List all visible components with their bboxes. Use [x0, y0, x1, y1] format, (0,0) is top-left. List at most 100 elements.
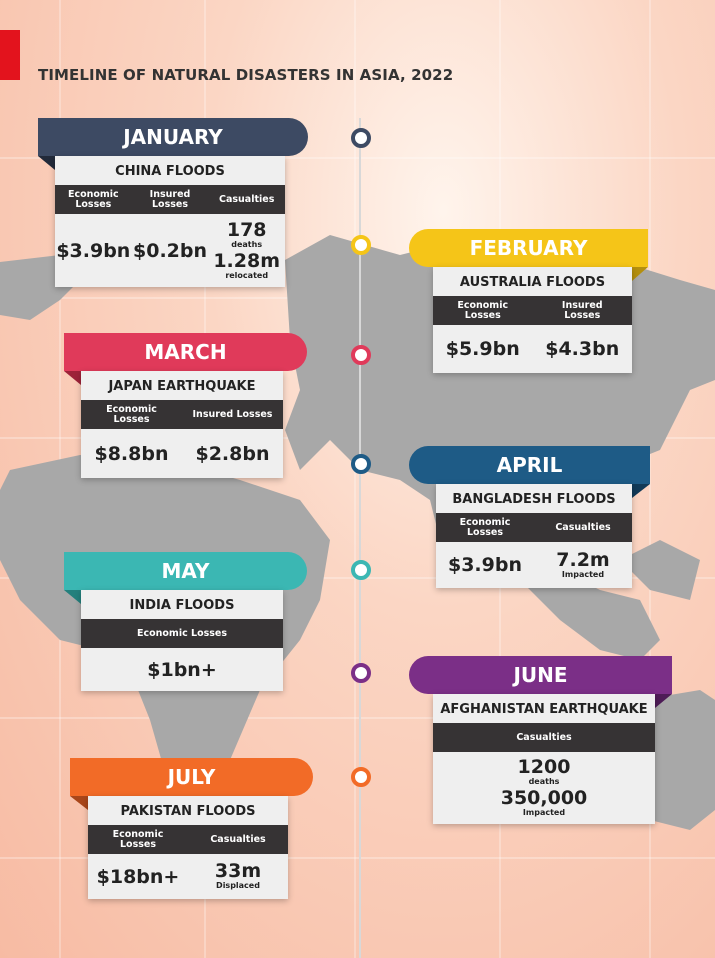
value: $8.8bn	[94, 442, 169, 465]
event-title: AUSTRALIA FLOODS	[459, 275, 606, 290]
value-cell: $0.2bn	[132, 241, 209, 261]
value: 1.28m	[213, 249, 281, 272]
value-note: Impacted	[561, 569, 605, 579]
timeline-dot	[351, 235, 371, 255]
event-title: AFGHANISTAN EARTHQUAKE	[440, 702, 648, 717]
event-card: JAPAN EARTHQUAKE Economic Losses Insured L…	[81, 371, 283, 478]
value-note: Impacted	[522, 808, 566, 817]
header-row: Economic Losses Insured Losses	[81, 400, 283, 429]
page-title: TIMELINE OF NATURAL DISASTERS IN ASIA, 2…	[38, 66, 454, 84]
month-banner: JUNE	[409, 656, 672, 694]
value-cell: $4.3bn	[533, 339, 633, 359]
banner-fold	[632, 484, 650, 498]
value-row: $8.8bn $2.8bn	[81, 429, 283, 478]
value: $3.9bn	[447, 554, 522, 576]
header-row: Economic Losses	[81, 619, 283, 648]
header-row: Economic Losses Insured Losses Casualties	[55, 185, 285, 214]
event-title: CHINA FLOODS	[115, 164, 225, 179]
month-banner: JULY	[70, 758, 313, 796]
value: $18bn+	[96, 865, 180, 888]
value-cell: $3.9bn	[55, 241, 132, 261]
event-title: INDIA FLOODS	[129, 598, 235, 613]
value-cell: 7.2m Impacted	[534, 550, 632, 581]
header-row: Casualties	[433, 723, 655, 752]
month-banner: MAY	[64, 552, 307, 590]
value: $2.8bn	[195, 442, 270, 465]
value: 33m	[214, 860, 262, 882]
banner-fold	[655, 694, 672, 708]
header-row: Economic Losses Insured Losses	[433, 296, 632, 325]
value-row: $3.9bn $0.2bn 178 deaths 1.28m relocated	[55, 214, 285, 287]
event-card: BANGLADESH FLOODS Economic Losses Casualti…	[436, 484, 632, 588]
value-cell: $2.8bn	[182, 444, 283, 464]
value-cell: 178 deaths 1.28m relocated	[208, 220, 285, 282]
value-note: deaths	[231, 239, 263, 249]
value: 1200	[517, 756, 571, 778]
banner-fold	[632, 267, 648, 281]
timeline-dot	[351, 663, 371, 683]
timeline-dot	[351, 345, 371, 365]
value: $1bn+	[147, 658, 217, 681]
timeline-dot	[351, 454, 371, 474]
column-header: Casualties	[555, 521, 611, 533]
value-row: $3.9bn 7.2m Impacted	[436, 542, 632, 588]
value-cell: $3.9bn	[436, 555, 534, 575]
value-note: deaths	[528, 777, 560, 786]
column-header: Casualties	[210, 833, 266, 845]
banner-fold	[38, 156, 55, 170]
column-header: Insured Losses	[192, 408, 273, 420]
month-banner: MARCH	[64, 333, 307, 371]
value: 178	[226, 218, 267, 241]
value-row: $5.9bn $4.3bn	[433, 325, 632, 373]
value: 7.2m	[556, 548, 610, 571]
value-row: $18bn+ 33m Displaced	[88, 854, 288, 899]
value: $4.3bn	[545, 338, 620, 360]
value-row: $1bn+	[81, 648, 283, 691]
timeline-dot	[351, 767, 371, 787]
value-note: Displaced	[216, 881, 260, 890]
accent-bar	[0, 30, 20, 80]
column-header: Casualties	[218, 193, 275, 205]
value-note: relocated	[225, 270, 269, 280]
event-card: AFGHANISTAN EARTHQUAKE Casualties 1200 deat…	[433, 694, 655, 824]
value-cell: 33m Displaced	[188, 861, 288, 892]
event-card: INDIA FLOODS Economic Losses $1bn+	[81, 590, 283, 691]
value: $0.2bn	[133, 239, 208, 262]
value: 350,000	[500, 787, 588, 809]
value-cell: $18bn+	[88, 867, 188, 887]
value-row: 1200 deaths 350,000 Impacted	[433, 752, 655, 824]
event-card: PAKISTAN FLOODS Economic Losses Casualties…	[88, 796, 288, 899]
event-title: BANGLADESH FLOODS	[452, 492, 616, 507]
column-header: Economic Losses	[459, 516, 511, 538]
value: $5.9bn	[445, 338, 520, 360]
event-title: PAKISTAN FLOODS	[120, 804, 256, 819]
banner-fold	[64, 590, 81, 604]
banner-fold	[70, 796, 88, 810]
header-row: Economic Losses Casualties	[436, 513, 632, 542]
month-banner: JANUARY	[38, 118, 308, 156]
banner-fold	[64, 371, 81, 385]
timeline-dot	[351, 560, 371, 580]
value-cell: $1bn+	[81, 660, 283, 680]
column-header: Economic Losses	[67, 188, 119, 210]
month-banner: APRIL	[409, 446, 650, 484]
value-cell: 1200 deaths 350,000 Impacted	[433, 757, 655, 819]
column-header: Economic Losses	[457, 299, 509, 321]
column-header: Economic Losses	[112, 828, 164, 850]
column-header: Insured Losses	[149, 188, 191, 210]
timeline-dot	[351, 128, 371, 148]
column-header: Casualties	[516, 731, 572, 743]
value: $3.9bn	[56, 239, 131, 262]
event-card: AUSTRALIA FLOODS Economic Losses Insured L…	[433, 267, 632, 373]
column-header: Economic Losses	[136, 627, 228, 639]
header-row: Economic Losses Casualties	[88, 825, 288, 854]
event-title: JAPAN EARTHQUAKE	[108, 379, 256, 394]
column-header: Insured Losses	[561, 299, 603, 321]
timeline-line	[359, 118, 361, 958]
value-cell: $8.8bn	[81, 444, 182, 464]
value-cell: $5.9bn	[433, 339, 533, 359]
month-banner: FEBRUARY	[409, 229, 648, 267]
column-header: Economic Losses	[106, 403, 157, 425]
event-card: CHINA FLOODS Economic Losses Insured Losse…	[55, 156, 285, 287]
